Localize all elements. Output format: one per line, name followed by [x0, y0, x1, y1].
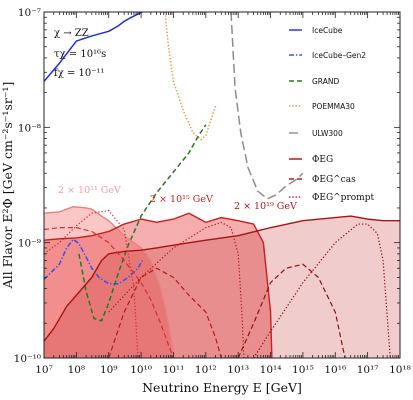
series-icecube-gen2	[44, 238, 144, 285]
legend-label-3: GRAND	[312, 77, 339, 86]
flux-fill-regions	[44, 206, 400, 358]
param-lifetime: τχ = 10¹⁶s	[54, 49, 106, 60]
flux-fill-3	[44, 216, 400, 358]
plot-frame	[43, 11, 401, 359]
mass-annotations: 2 × 10¹¹ GeV 2 × 10¹⁵ GeV 2 × 10¹⁹ GeV	[58, 185, 297, 212]
x-tick-label: 10⁸	[68, 364, 86, 376]
flux-fill-1	[44, 206, 175, 358]
y-axis-label: All Flavor E²Φ [GeV cm⁻²s⁻¹sr⁻¹]	[0, 82, 15, 290]
legend-label-5: ULW300	[312, 129, 343, 138]
series-eg-cas-2-10-gev	[44, 227, 175, 358]
series-eg-2-10-gev	[44, 215, 400, 342]
annotation-mass-3: 2 × 10¹⁹ GeV	[234, 201, 297, 212]
x-tick-label: 10¹²	[195, 364, 217, 376]
x-tick-label: 10¹⁵	[292, 364, 314, 376]
series-grand	[78, 124, 207, 322]
series-eg-prompt-2-10-gev	[108, 221, 245, 358]
legend-label-8: ΦEG^prompt	[312, 193, 374, 203]
param-channel: χ → ZZ	[54, 28, 89, 39]
legend-label-2: IceCube–Gen2	[312, 51, 366, 60]
legend: IceCube IceCube–Gen2 GRAND POEMMA30 ULW300 ΦE…	[289, 26, 374, 203]
legend-label-7: ΦEG^cas	[312, 175, 356, 185]
x-tick-label: 10¹⁴	[260, 364, 282, 376]
axis-tick-labels: 10⁷ 10⁸ 10⁹ 10¹⁰ 10¹¹ 10¹² 10¹³ 10¹⁴ 10¹⁵ 10¹⁶ 10¹…	[14, 7, 411, 376]
x-tick-label: 10⁹	[100, 364, 118, 376]
model-parameters: χ → ZZ τχ = 10¹⁶s fχ = 10⁻¹¹	[54, 28, 106, 79]
legend-label-6: ΦEG	[312, 155, 333, 165]
series-eg-2-10-gev	[44, 212, 273, 358]
y-tick-label: 10⁻⁷	[18, 7, 41, 19]
flux-curves	[44, 12, 400, 358]
x-tick-label: 10¹⁶	[324, 364, 346, 376]
axis-ticks	[43, 11, 401, 359]
series-eg-cas-2-10-gev	[108, 267, 222, 358]
annotation-mass-2: 2 × 10¹⁵ GeV	[150, 194, 213, 205]
x-tick-label: 10⁷	[35, 364, 53, 376]
x-tick-label: 10¹⁰	[130, 364, 152, 376]
x-tick-label: 10¹⁸	[389, 364, 411, 376]
x-tick-label: 10¹⁷	[357, 364, 379, 376]
series-icecube	[44, 12, 143, 82]
annotation-mass-1: 2 × 10¹¹ GeV	[58, 185, 121, 196]
series-ulw300	[230, 12, 304, 200]
flux-fill-2	[44, 213, 272, 358]
x-tick-label: 10¹³	[227, 364, 249, 376]
series-poemma30	[164, 12, 217, 141]
y-tick-label: 10⁻⁹	[18, 238, 41, 250]
series-eg-cas-2-10-gev	[237, 263, 346, 358]
param-fraction: fχ = 10⁻¹¹	[54, 68, 105, 79]
y-tick-label: 10⁻⁸	[18, 122, 41, 134]
y-tick-label: 10⁻¹⁰	[14, 353, 41, 365]
x-axis-label: Neutrino Energy E [GeV]	[142, 380, 302, 395]
legend-label-1: IceCube	[312, 26, 343, 35]
x-tick-label: 10¹¹	[163, 364, 185, 376]
legend-label-4: POEMMA30	[312, 102, 355, 111]
